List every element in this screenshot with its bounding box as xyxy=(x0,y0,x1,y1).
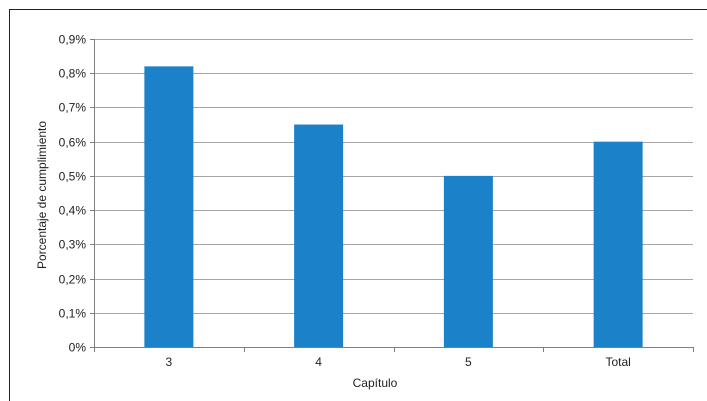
y-tick-label: 0,1% xyxy=(59,307,87,321)
y-tick-label: 0,4% xyxy=(59,204,87,218)
y-axis-title: Porcentaje de cumplimiento xyxy=(35,121,49,269)
x-tick-label: 5 xyxy=(465,355,472,369)
y-tick-labels: 0% 0,1% 0,2% 0,3% 0,4% 0,5% 0,6% 0,7% 0,8% 0,9% xyxy=(59,33,87,355)
bar-3 xyxy=(144,66,194,347)
y-tick-label: 0,2% xyxy=(59,273,87,287)
y-tick-label: 0,8% xyxy=(59,67,87,81)
y-tick-label: 0,6% xyxy=(59,136,87,150)
x-axis-title: Capítulo xyxy=(353,376,398,390)
chart-frame xyxy=(9,9,707,401)
x-tick-label: 4 xyxy=(315,355,322,369)
grid-lines xyxy=(94,39,693,314)
y-tick-label: 0,5% xyxy=(59,170,87,184)
y-tick-label: 0,9% xyxy=(59,33,87,47)
x-tick-label: 3 xyxy=(166,355,173,369)
bar-total xyxy=(593,141,643,347)
bar-4 xyxy=(294,124,344,347)
axes xyxy=(90,39,694,352)
y-tick-label: 0,7% xyxy=(59,101,87,115)
y-tick-label: 0% xyxy=(69,341,87,355)
bar-5 xyxy=(443,175,493,347)
x-tick-labels: 3 4 5 Total xyxy=(166,355,631,369)
bars xyxy=(144,66,643,347)
x-tick-label: Total xyxy=(605,355,630,369)
y-tick-label: 0,3% xyxy=(59,238,87,252)
